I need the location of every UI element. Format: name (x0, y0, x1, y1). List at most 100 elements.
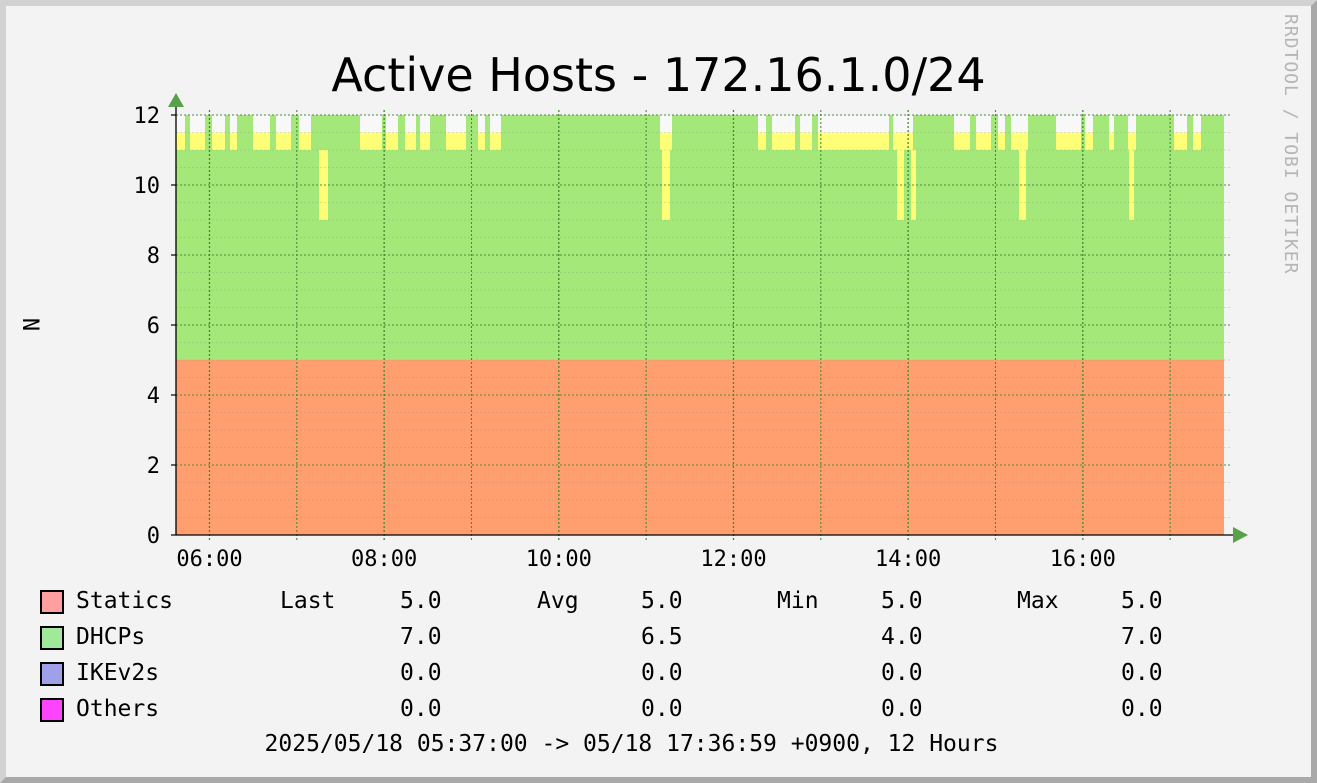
band-gap (800, 115, 812, 133)
legend-value: 6.5 (641, 624, 683, 650)
legend-value: 0.0 (400, 696, 442, 722)
band-yellow (1193, 132, 1201, 150)
band-gap (976, 115, 991, 133)
legend-header-last: Last (280, 588, 336, 614)
band-gap (772, 115, 795, 133)
chart-title: Active Hosts - 172.16.1.0/24 (331, 48, 986, 102)
band-gap (954, 115, 970, 133)
band-dip (319, 150, 328, 220)
legend-value: 5.0 (641, 588, 683, 614)
legend-value: 7.0 (400, 624, 442, 650)
band-yellow (1011, 132, 1028, 150)
y-tick-label: 0 (147, 524, 160, 549)
legend-name-ikev2s: IKEv2s (76, 660, 160, 686)
legend-value: 5.0 (400, 588, 442, 614)
band-yellow (818, 132, 889, 150)
rrdtool-watermark: RRDTOOL / TOBI OETIKER (1280, 14, 1301, 275)
legend-value: 0.0 (1121, 696, 1163, 722)
legend-swatch-ikev2s (40, 662, 64, 686)
legend-header-min: Min (777, 588, 819, 614)
band-yellow (360, 132, 382, 150)
band-yellow (190, 132, 205, 150)
band-gap (1085, 115, 1093, 133)
x-tick-label: 14:00 (875, 547, 941, 572)
legend-name-dhcps: DHCPs (76, 624, 146, 650)
x-tick-label: 16:00 (1050, 547, 1116, 572)
y-tick-label: 12 (134, 104, 161, 129)
band-yellow (405, 132, 416, 150)
x-axis-arrow (1233, 527, 1248, 543)
band-yellow (772, 132, 795, 150)
band-gap (1056, 115, 1081, 133)
y-axis-arrow (168, 93, 184, 107)
band-gap (212, 115, 225, 133)
band-yellow (1174, 132, 1187, 150)
band-yellow (446, 132, 466, 150)
band-gap (386, 115, 398, 133)
legend-value: 0.0 (641, 696, 683, 722)
band-gap (190, 115, 205, 133)
band-yellow (998, 132, 1005, 150)
legend-value: 4.0 (881, 624, 923, 650)
band-gap (490, 115, 501, 133)
band-gap (446, 115, 466, 133)
band-yellow (212, 132, 225, 150)
band-gap (478, 115, 485, 133)
band-yellow (1056, 132, 1081, 150)
band-gap (420, 115, 430, 133)
band-gap (1128, 115, 1136, 133)
band-yellow (1128, 132, 1136, 150)
legend-value: 7.0 (1121, 624, 1163, 650)
band-gap (405, 115, 416, 133)
legend-value: 0.0 (641, 660, 683, 686)
band-gap (660, 115, 672, 133)
band-gap (818, 115, 889, 133)
legend-value: 5.0 (1121, 588, 1163, 614)
legend-value: 0.0 (1121, 660, 1163, 686)
band-yellow (176, 132, 185, 150)
band-yellow (299, 132, 311, 150)
band-yellow (954, 132, 970, 150)
legend-swatch-dhcps (40, 626, 64, 650)
band-gap (276, 115, 291, 133)
x-tick-label: 08:00 (351, 547, 417, 572)
y-tick-label: 8 (147, 244, 160, 269)
band-gap (998, 115, 1005, 133)
band-gap (1193, 115, 1201, 133)
band-yellow (660, 132, 672, 150)
band-gap (893, 115, 913, 133)
band-gap (360, 115, 382, 133)
legend-header-avg: Avg (537, 588, 579, 614)
y-tick-label: 4 (147, 384, 160, 409)
band-gap (299, 115, 311, 133)
legend-name-statics: Statics (76, 588, 173, 614)
band-yellow (800, 132, 812, 150)
band-yellow (893, 132, 913, 150)
band-yellow (276, 132, 291, 150)
band-dip (1019, 150, 1026, 220)
legend-value: 0.0 (881, 660, 923, 686)
legend-value: 5.0 (881, 588, 923, 614)
legend-swatch-others (40, 698, 64, 722)
y-tick-label: 6 (147, 314, 160, 339)
x-tick-label: 10:00 (526, 547, 592, 572)
legend-value: 0.0 (400, 660, 442, 686)
band-yellow (1109, 132, 1114, 150)
band-yellow (490, 132, 501, 150)
band-gap (758, 115, 766, 133)
legend-name-others: Others (76, 696, 160, 722)
x-tick-label: 06:00 (176, 547, 242, 572)
band-gap (1011, 115, 1028, 133)
band-yellow (386, 132, 398, 150)
band-yellow (230, 132, 237, 150)
band-gap (253, 115, 270, 133)
y-tick-label: 2 (147, 454, 160, 479)
band-yellow (758, 132, 766, 150)
band-dip (1129, 150, 1134, 220)
time-range-footer: 2025/05/18 05:37:00 -> 05/18 17:36:59 +0… (264, 731, 999, 757)
band-yellow (478, 132, 485, 150)
band-gap (1174, 115, 1187, 133)
band-gap (1109, 115, 1114, 133)
legend-header-max: Max (1017, 588, 1059, 614)
